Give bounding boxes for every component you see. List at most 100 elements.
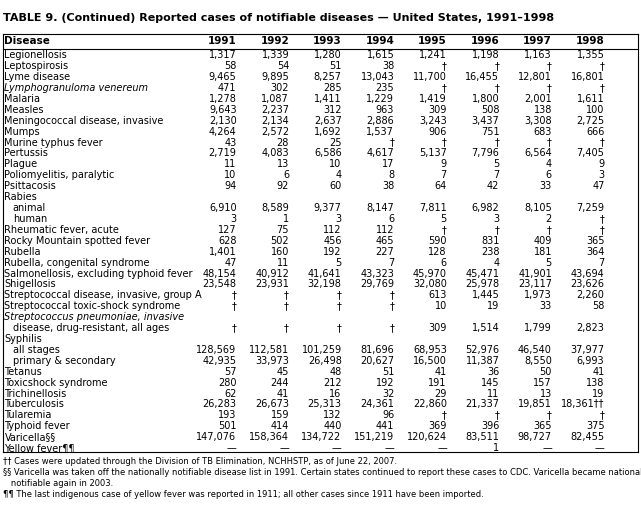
Text: 7: 7 — [440, 170, 447, 180]
Text: 4,617: 4,617 — [367, 148, 394, 159]
Text: 29: 29 — [435, 388, 447, 399]
Text: 38: 38 — [382, 61, 394, 71]
Text: 238: 238 — [481, 247, 499, 256]
Text: 16,455: 16,455 — [465, 72, 499, 82]
Text: 52,976: 52,976 — [465, 345, 499, 355]
Text: notifiable again in 2003.: notifiable again in 2003. — [3, 479, 113, 488]
Text: ¶¶ The last indigenous case of yellow fever was reported in 1911; all other case: ¶¶ The last indigenous case of yellow fe… — [3, 490, 484, 500]
Text: animal: animal — [13, 203, 46, 213]
Text: Rubella: Rubella — [4, 247, 41, 256]
Text: Leptospirosis: Leptospirosis — [4, 61, 69, 71]
Text: 369: 369 — [428, 421, 447, 431]
Text: †: † — [494, 410, 499, 420]
Text: 6: 6 — [545, 170, 552, 180]
Text: 456: 456 — [323, 236, 342, 246]
Text: 40,912: 40,912 — [255, 268, 289, 279]
Text: Measles: Measles — [4, 105, 44, 115]
Text: 831: 831 — [481, 236, 499, 246]
Text: 81,696: 81,696 — [360, 345, 394, 355]
Text: 19: 19 — [592, 388, 604, 399]
Text: 41: 41 — [592, 367, 604, 377]
Text: 3: 3 — [335, 214, 342, 224]
Text: 1,241: 1,241 — [419, 50, 447, 60]
Text: †: † — [547, 137, 552, 148]
Text: 16,500: 16,500 — [413, 356, 447, 366]
Text: 101,259: 101,259 — [301, 345, 342, 355]
Text: 147,076: 147,076 — [196, 432, 237, 442]
Text: 1,973: 1,973 — [524, 290, 552, 300]
Text: Poliomyelitis, paralytic: Poliomyelitis, paralytic — [4, 170, 115, 180]
Text: 309: 309 — [428, 323, 447, 333]
Text: Typhoid fever: Typhoid fever — [4, 421, 70, 431]
Text: 7,259: 7,259 — [576, 203, 604, 213]
Text: 19: 19 — [487, 301, 499, 311]
Text: 227: 227 — [376, 247, 394, 256]
Text: 8,105: 8,105 — [524, 203, 552, 213]
Text: Murine typhus fever: Murine typhus fever — [4, 137, 103, 148]
Text: 8,147: 8,147 — [367, 203, 394, 213]
Text: 1993: 1993 — [313, 36, 342, 46]
Text: 16: 16 — [329, 388, 342, 399]
Text: 46,540: 46,540 — [518, 345, 552, 355]
Text: 1,799: 1,799 — [524, 323, 552, 333]
Text: †: † — [284, 290, 289, 300]
Text: †: † — [599, 214, 604, 224]
Text: 11: 11 — [487, 388, 499, 399]
Text: 2,237: 2,237 — [261, 105, 289, 115]
Text: 502: 502 — [271, 236, 289, 246]
Text: 42,935: 42,935 — [203, 356, 237, 366]
Text: 6: 6 — [440, 258, 447, 268]
Text: 54: 54 — [277, 61, 289, 71]
Text: 2,260: 2,260 — [577, 290, 604, 300]
Text: 5: 5 — [440, 214, 447, 224]
Text: †: † — [494, 61, 499, 71]
Text: 3: 3 — [598, 170, 604, 180]
Text: 62: 62 — [224, 388, 237, 399]
Text: 181: 181 — [533, 247, 552, 256]
Text: Streptococcal toxic-shock syndrome: Streptococcal toxic-shock syndrome — [4, 301, 181, 311]
Text: 1: 1 — [493, 443, 499, 453]
Text: 590: 590 — [428, 236, 447, 246]
Text: †: † — [547, 225, 552, 235]
Text: 1,198: 1,198 — [472, 50, 499, 60]
Text: 20,627: 20,627 — [360, 356, 394, 366]
Text: 2,823: 2,823 — [577, 323, 604, 333]
Text: 16,801: 16,801 — [570, 72, 604, 82]
Text: 23,548: 23,548 — [203, 280, 237, 289]
Text: 160: 160 — [271, 247, 289, 256]
Text: 441: 441 — [376, 421, 394, 431]
Text: 13: 13 — [540, 388, 552, 399]
Text: 1,514: 1,514 — [472, 323, 499, 333]
Text: 244: 244 — [271, 378, 289, 388]
Text: 1,419: 1,419 — [419, 94, 447, 104]
Text: Varicella§§: Varicella§§ — [4, 432, 56, 442]
Text: Mumps: Mumps — [4, 127, 40, 136]
Text: 21,337: 21,337 — [465, 400, 499, 409]
Text: 4,264: 4,264 — [209, 127, 237, 136]
Text: 409: 409 — [533, 236, 552, 246]
Text: 8,257: 8,257 — [313, 72, 342, 82]
Text: 1997: 1997 — [523, 36, 552, 46]
Text: 2,886: 2,886 — [367, 116, 394, 126]
Text: 138: 138 — [533, 105, 552, 115]
Text: 302: 302 — [271, 83, 289, 93]
Text: 2,637: 2,637 — [314, 116, 342, 126]
Text: 138: 138 — [586, 378, 604, 388]
Text: 6,586: 6,586 — [314, 148, 342, 159]
Text: Tuberculosis: Tuberculosis — [4, 400, 64, 409]
Text: 23,931: 23,931 — [255, 280, 289, 289]
Text: 5: 5 — [493, 160, 499, 169]
Text: 6: 6 — [283, 170, 289, 180]
Text: Tularemia: Tularemia — [4, 410, 52, 420]
Text: 145: 145 — [481, 378, 499, 388]
Text: †: † — [599, 225, 604, 235]
Text: 45,970: 45,970 — [413, 268, 447, 279]
Text: 132: 132 — [323, 410, 342, 420]
Text: 43,323: 43,323 — [360, 268, 394, 279]
Text: 26,673: 26,673 — [255, 400, 289, 409]
Text: 192: 192 — [323, 247, 342, 256]
Text: 6,993: 6,993 — [577, 356, 604, 366]
Text: †: † — [494, 225, 499, 235]
Text: 7,811: 7,811 — [419, 203, 447, 213]
Text: 41,901: 41,901 — [518, 268, 552, 279]
